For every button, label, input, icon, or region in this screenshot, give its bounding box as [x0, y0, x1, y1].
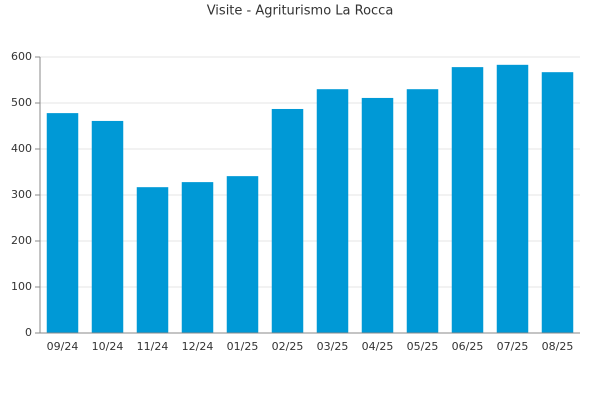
bar [541, 72, 574, 334]
x-tick-label: 02/25 [272, 340, 304, 353]
x-tick-label: 04/25 [362, 340, 394, 353]
bar [91, 120, 124, 333]
x-tick-label: 12/24 [182, 340, 214, 353]
chart-title: Visite - Agriturismo La Rocca [207, 4, 394, 19]
x-tick-label: 05/25 [407, 340, 439, 353]
y-tick-label: 200 [11, 234, 32, 247]
x-tick-label: 08/25 [542, 340, 574, 353]
y-tick-label: 400 [11, 142, 32, 155]
y-tick-label: 100 [11, 280, 32, 293]
y-tick-label: 600 [11, 50, 32, 63]
bar [136, 187, 169, 333]
bar [316, 89, 349, 333]
bar [226, 176, 259, 333]
x-tick-label: 10/24 [92, 340, 124, 353]
x-tick-label: 01/25 [227, 340, 259, 353]
bar [451, 67, 484, 334]
bar [496, 64, 529, 333]
y-tick-label: 300 [11, 188, 32, 201]
x-tick-label: 11/24 [137, 340, 169, 353]
bar [271, 108, 304, 333]
y-tick-label: 0 [25, 326, 32, 339]
x-tick-label: 09/24 [47, 340, 79, 353]
bar [361, 97, 394, 333]
bar [406, 89, 439, 333]
x-tick-label: 06/25 [452, 340, 484, 353]
bar [46, 113, 79, 334]
x-tick-label: 07/25 [497, 340, 529, 353]
bar [181, 182, 214, 333]
x-tick-label: 03/25 [317, 340, 349, 353]
y-tick-label: 500 [11, 96, 32, 109]
